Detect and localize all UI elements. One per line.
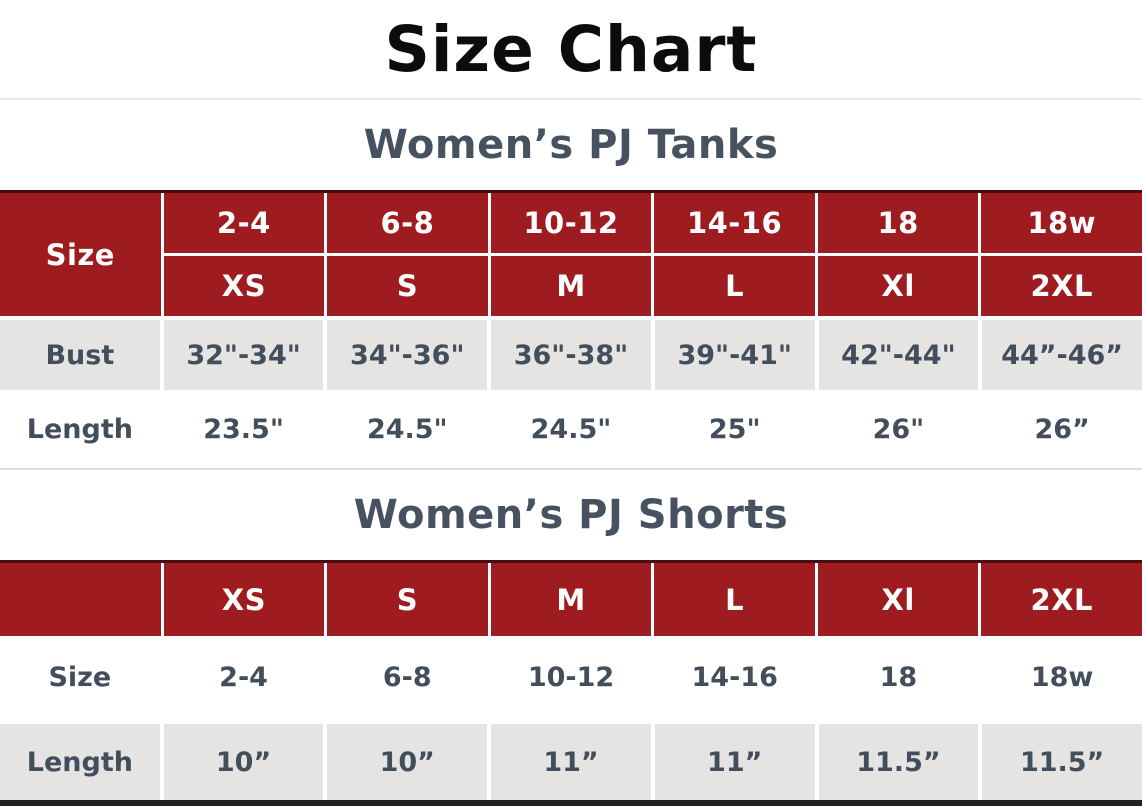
tanks-length-label: Length	[26, 413, 133, 445]
shorts-size-value: 2-4	[219, 662, 268, 693]
shorts-size-letter-cell: 2XL	[981, 563, 1142, 636]
shorts-length-value: 10”	[327, 724, 488, 800]
shorts-length-label: Length	[0, 724, 160, 800]
shorts-size-value: 18w	[1030, 662, 1094, 693]
shorts-length-value: 11.5”	[982, 724, 1142, 800]
tanks-size-letter-cell: M	[490, 256, 652, 316]
shorts-size-letter-cell: Xl	[817, 563, 979, 636]
tanks-bust-value: 32"-34"	[163, 320, 324, 390]
tanks-size-letter-cell: L	[654, 256, 815, 316]
tanks-size-numeric-cell: 14-16	[654, 193, 815, 253]
tanks-size-numeric-cell: 18	[817, 193, 979, 253]
tanks-bust-value: 34"-36"	[327, 320, 488, 390]
shorts-table: XS S M L Xl 2XL Size 2-4 6-8 10-12 14-16…	[0, 560, 1142, 806]
shorts-size-letter-cell: XS	[163, 563, 325, 636]
shorts-length-row: Length 10” 10” 11” 11” 11.5” 11.5”	[0, 724, 1142, 800]
tanks-length-value: 24.5"	[530, 413, 612, 445]
tanks-size-numeric-cell: 18w	[981, 193, 1142, 253]
shorts-size-letter-cell: M	[490, 563, 652, 636]
tanks-size-numeric-cell: 2-4	[163, 193, 325, 253]
tanks-bust-value: 44”-46”	[982, 320, 1142, 390]
tanks-bust-value: 36"-38"	[491, 320, 651, 390]
shorts-length-value: 10”	[163, 724, 324, 800]
shorts-size-value: 18	[879, 662, 918, 693]
tanks-table-header: Size 2-4 6-8 10-12 14-16 18 18w XS S M L…	[0, 190, 1142, 316]
tanks-size-letter-cell: 2XL	[981, 256, 1142, 316]
shorts-length-value: 11”	[491, 724, 651, 800]
tanks-size-letter-cell: S	[327, 256, 488, 316]
tanks-length-value: 25"	[708, 413, 761, 445]
tanks-corner-label: Size	[0, 193, 161, 316]
tanks-length-value: 24.5"	[366, 413, 448, 445]
shorts-length-value: 11.5”	[818, 724, 979, 800]
shorts-size-value: 10-12	[527, 662, 615, 693]
tanks-bust-label: Bust	[0, 320, 160, 390]
tanks-length-value: 26"	[872, 413, 925, 445]
tanks-length-value: 23.5"	[203, 413, 284, 445]
shorts-length-value: 11”	[654, 724, 815, 800]
tanks-heading: Women’s PJ Tanks	[363, 122, 779, 168]
shorts-size-letter-cell: S	[327, 563, 488, 636]
tanks-size-letter-cell: Xl	[817, 256, 979, 316]
shorts-size-letter-cell: L	[654, 563, 815, 636]
shorts-corner-cell	[0, 563, 161, 636]
shorts-size-label: Size	[48, 662, 112, 693]
shorts-size-row: Size 2-4 6-8 10-12 14-16 18 18w	[0, 636, 1142, 719]
tanks-size-numeric-cell: 10-12	[490, 193, 652, 253]
tanks-length-row: Length 23.5" 24.5" 24.5" 25" 26" 26”	[0, 390, 1142, 468]
tanks-size-letter-cell: XS	[163, 256, 325, 316]
shorts-heading: Women’s PJ Shorts	[353, 492, 789, 538]
tanks-table: Size 2-4 6-8 10-12 14-16 18 18w XS S M L…	[0, 190, 1142, 470]
shorts-size-value: 6-8	[382, 662, 432, 693]
tanks-size-numeric-cell: 6-8	[327, 193, 488, 253]
tanks-length-value: 26”	[1034, 413, 1090, 445]
shorts-size-value: 14-16	[691, 662, 778, 693]
shorts-table-header: XS S M L Xl 2XL	[0, 560, 1142, 636]
page-title: Size Chart	[0, 0, 1142, 100]
tanks-bust-value: 42"-44"	[818, 320, 979, 390]
tanks-bust-row: Bust 32"-34" 34"-36" 36"-38" 39"-41" 42"…	[0, 320, 1142, 390]
tanks-bust-value: 39"-41"	[654, 320, 815, 390]
